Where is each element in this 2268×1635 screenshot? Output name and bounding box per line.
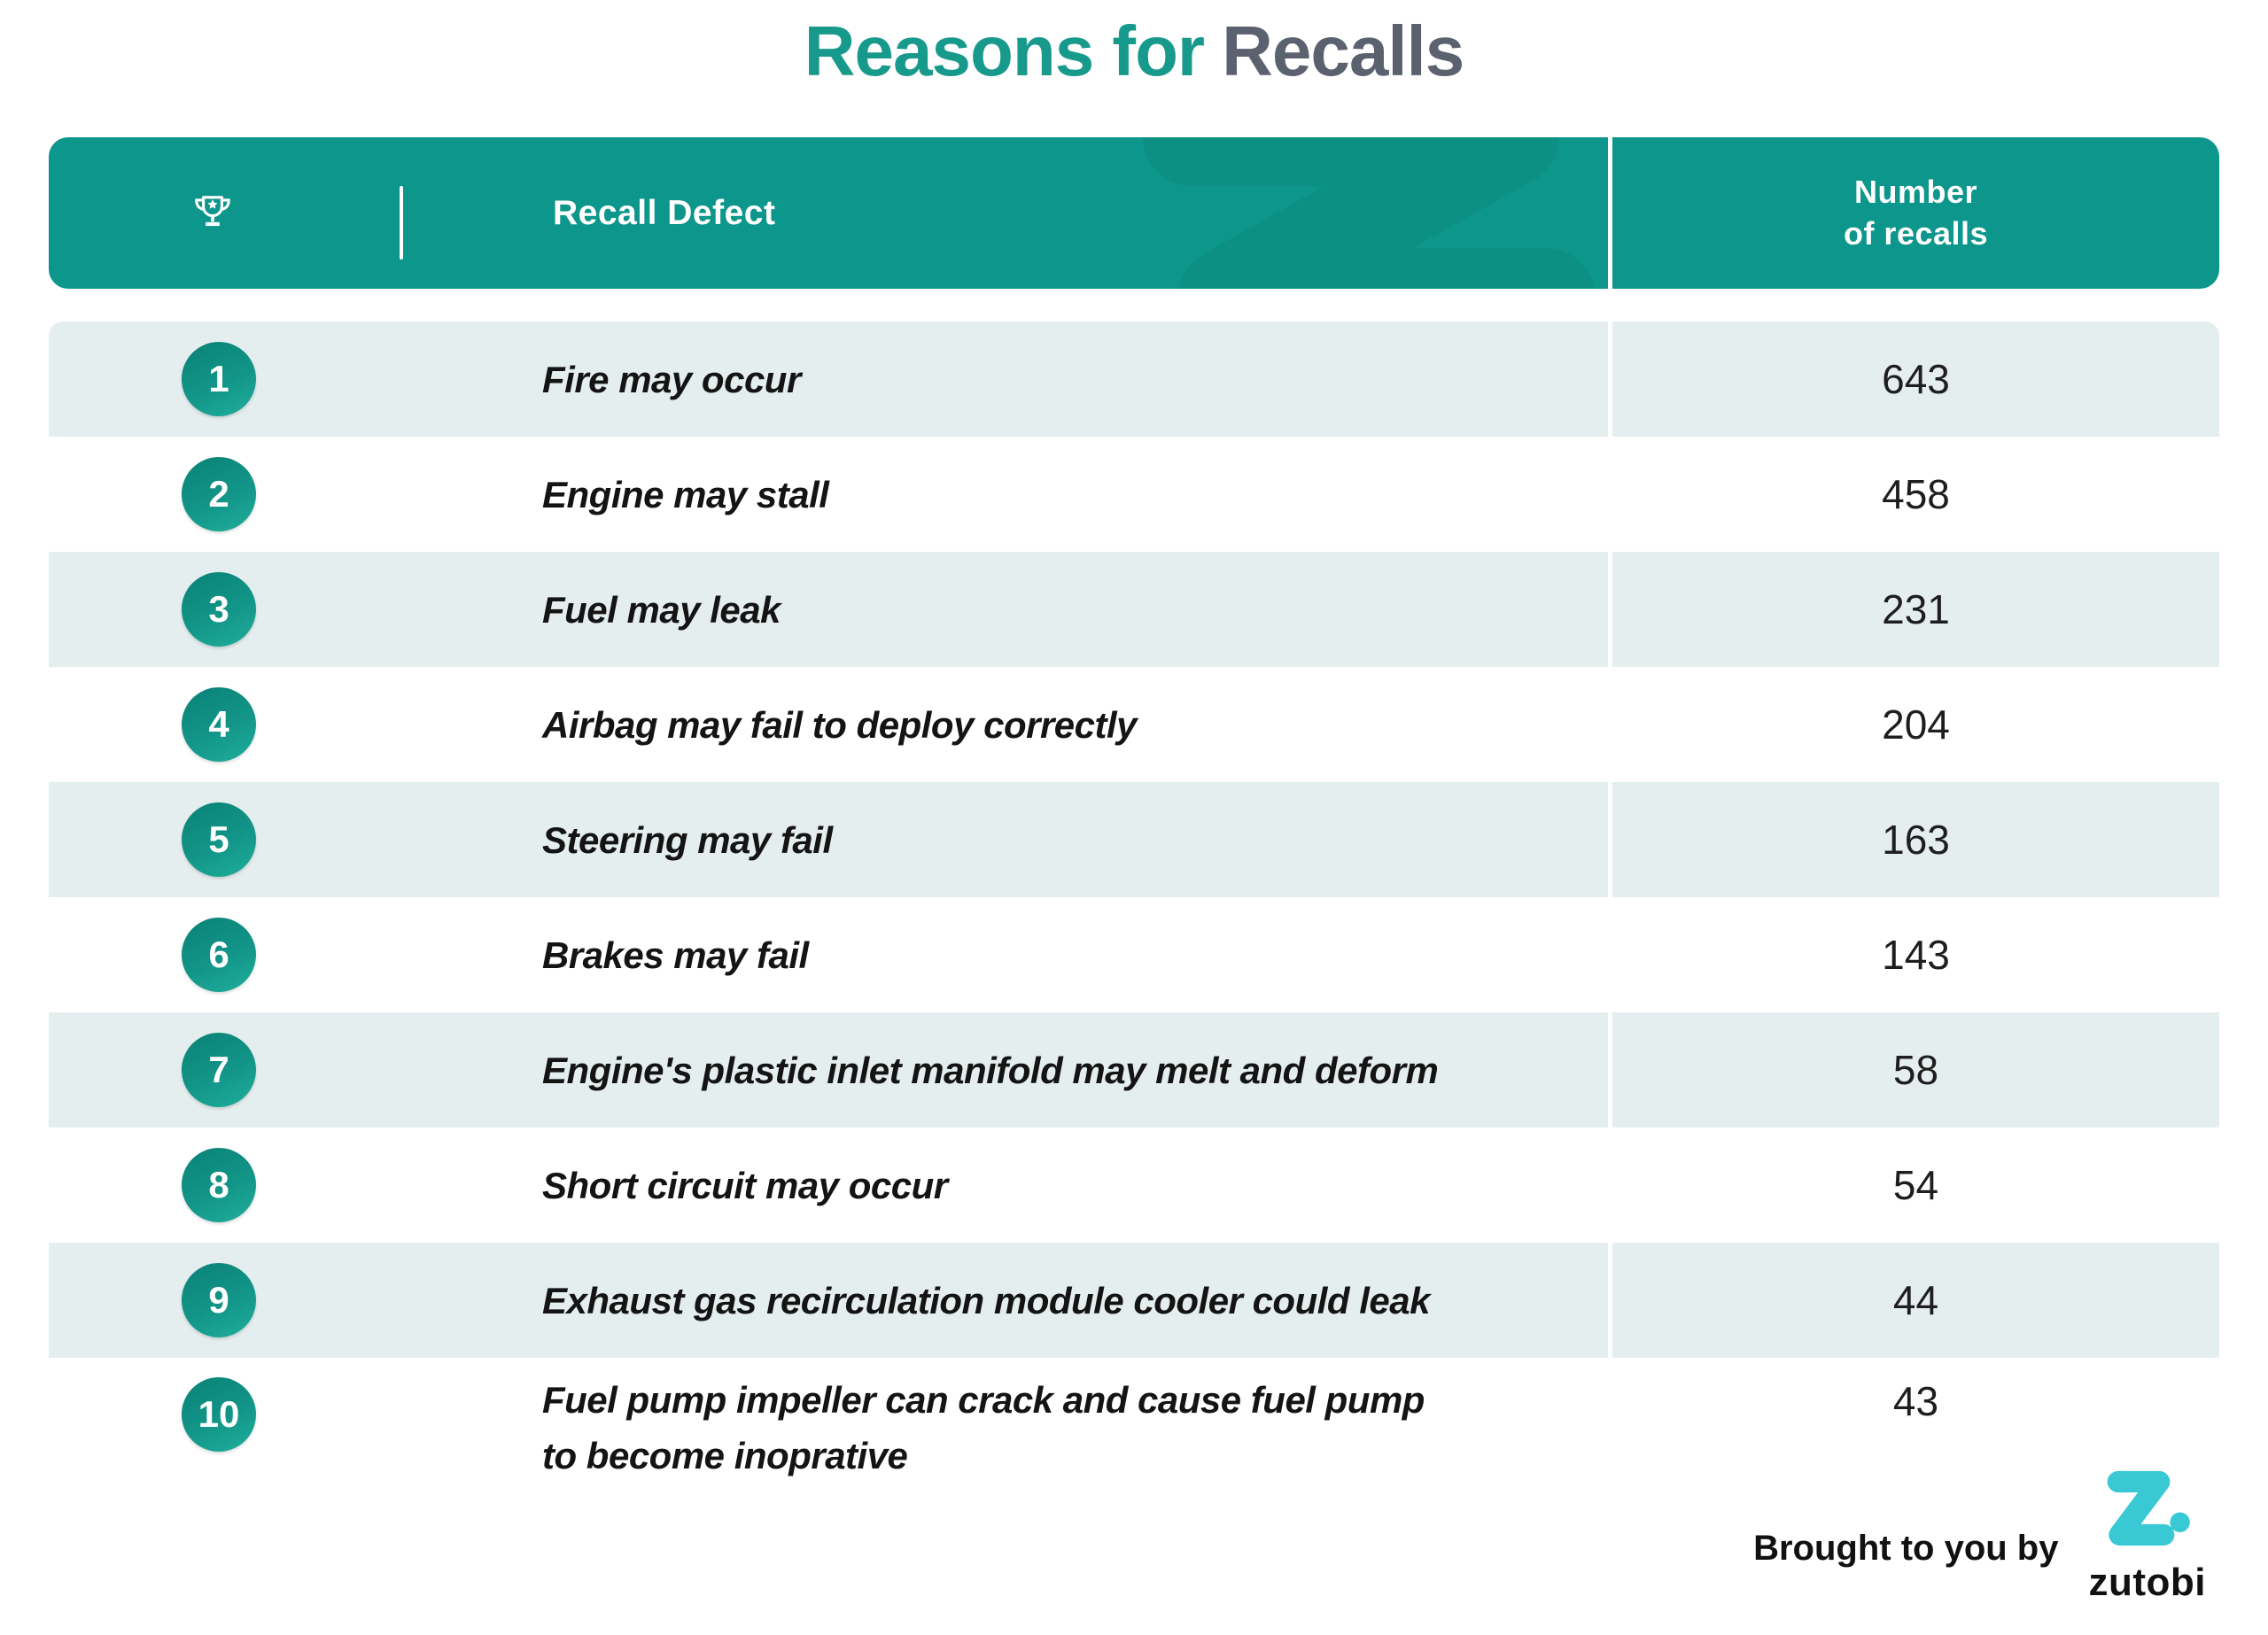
rank-badge: 3 (182, 572, 256, 647)
defect-cell: 1 Fire may occur (49, 322, 1608, 437)
count-cell: 204 (1882, 701, 1950, 748)
rank-number: 8 (208, 1164, 229, 1205)
table-row: 3 Fuel may leak 231 (49, 552, 2219, 667)
header-count-label: Number of recalls (1843, 173, 1989, 252)
rank-badge: 7 (182, 1033, 256, 1107)
defect-text: Airbag may fail to deploy correctly (542, 703, 1138, 746)
defect-cell: 6 Brakes may fail (49, 897, 1608, 1012)
count-cell: 44 (1612, 1243, 2219, 1358)
footer: Brought to you by zutobi (1753, 1468, 2206, 1605)
rank-number: 1 (208, 358, 229, 399)
count-cell: 143 (1882, 932, 1950, 978)
table-row: 5 Steering may fail 163 (49, 782, 2219, 897)
header-icon-divider (400, 186, 403, 260)
defect-cell: 7 Engine's plastic inlet manifold may me… (49, 1012, 1608, 1127)
page-title-rest: Recalls (1222, 12, 1464, 90)
count-cell: 43 (1892, 1378, 1939, 1424)
defect-cell: 2 Engine may stall (49, 437, 1608, 552)
page-title-accent: Reasons for (804, 12, 1205, 90)
rank-number: 3 (208, 588, 229, 630)
count-cell: 643 (1612, 322, 2219, 437)
defect-cell: 8 Short circuit may occur (49, 1127, 1608, 1243)
recalls-table: Recall Defect Number of recalls 1 Fire m… (49, 137, 2219, 1526)
defect-text: Fire may occur (542, 358, 801, 400)
watermark-z-icon (1143, 137, 1594, 289)
zutobi-z-logo-icon (2107, 1470, 2190, 1546)
count-cell: 163 (1612, 782, 2219, 897)
count-cell: 458 (1882, 471, 1950, 517)
defect-text: Exhaust gas recirculation module cooler … (542, 1279, 1430, 1321)
rank-number: 2 (208, 473, 229, 515)
defect-cell: 4 Airbag may fail to deploy correctly (49, 667, 1608, 782)
table-row: 1 Fire may occur 643 (49, 322, 2219, 437)
brand-name: zutobi (2088, 1561, 2206, 1604)
rank-number: 4 (208, 703, 229, 745)
table-row: 9 Exhaust gas recirculation module coole… (49, 1243, 2219, 1358)
defect-cell: 5 Steering may fail (49, 782, 1608, 897)
defect-text: Engine may stall (542, 473, 829, 515)
table-rows: 1 Fire may occur 643 2 Engine may stall … (49, 322, 2219, 1526)
rank-badge: 5 (182, 802, 256, 877)
table-row: 6 Brakes may fail 143 (49, 897, 2219, 1012)
defect-text: Steering may fail (542, 818, 833, 861)
defect-text: Engine's plastic inlet manifold may melt… (542, 1049, 1439, 1091)
table-row: 4 Airbag may fail to deploy correctly 20… (49, 667, 2219, 782)
defect-text: Brakes may fail (542, 934, 809, 976)
defect-text: Short circuit may occur (542, 1164, 948, 1206)
rank-number: 5 (208, 818, 229, 860)
table-row: 7 Engine's plastic inlet manifold may me… (49, 1012, 2219, 1127)
page-title: Reasons for Recalls (0, 11, 2268, 92)
attribution-text: Brought to you by (1753, 1528, 2059, 1568)
header-column-divider (1608, 137, 1612, 289)
rank-badge: 4 (182, 687, 256, 762)
defect-cell: 3 Fuel may leak (49, 552, 1608, 667)
rank-badge: 9 (182, 1263, 256, 1337)
rank-badge: 8 (182, 1148, 256, 1222)
rank-badge: 10 (182, 1377, 256, 1452)
table-header: Recall Defect Number of recalls (49, 137, 2219, 289)
defect-cell: 9 Exhaust gas recirculation module coole… (49, 1243, 1608, 1358)
defect-cell: 10 Fuel pump impeller can crack and caus… (49, 1358, 1608, 1526)
rank-badge: 6 (182, 918, 256, 992)
table-row: 10 Fuel pump impeller can crack and caus… (49, 1358, 2219, 1526)
count-cell: 231 (1612, 552, 2219, 667)
rank-number: 10 (198, 1393, 240, 1435)
defect-text: Fuel pump impeller can crack and cause f… (542, 1379, 1425, 1476)
rank-badge: 2 (182, 457, 256, 531)
table-row: 8 Short circuit may occur 54 (49, 1127, 2219, 1243)
table-row: 2 Engine may stall 458 (49, 437, 2219, 552)
rank-number: 9 (208, 1279, 229, 1321)
count-cell: 58 (1612, 1012, 2219, 1127)
defect-text: Fuel may leak (542, 588, 781, 631)
rank-badge: 1 (182, 342, 256, 416)
brand-logo: zutobi (2088, 1468, 2206, 1605)
trophy-icon (195, 195, 230, 226)
count-cell: 54 (1892, 1162, 1939, 1208)
rank-number: 7 (208, 1049, 229, 1090)
header-defect-label: Recall Defect (553, 193, 776, 232)
rank-number: 6 (208, 934, 229, 975)
